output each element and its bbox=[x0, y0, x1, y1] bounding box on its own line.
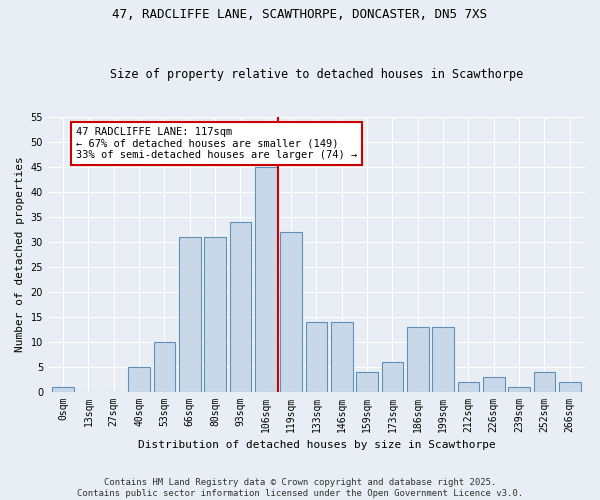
Bar bbox=[280, 232, 302, 392]
X-axis label: Distribution of detached houses by size in Scawthorpe: Distribution of detached houses by size … bbox=[137, 440, 496, 450]
Bar bbox=[407, 326, 428, 392]
Bar bbox=[205, 236, 226, 392]
Bar bbox=[179, 236, 200, 392]
Bar bbox=[433, 326, 454, 392]
Bar bbox=[255, 167, 277, 392]
Bar bbox=[331, 322, 353, 392]
Text: 47 RADCLIFFE LANE: 117sqm
← 67% of detached houses are smaller (149)
33% of semi: 47 RADCLIFFE LANE: 117sqm ← 67% of detac… bbox=[76, 127, 357, 160]
Bar bbox=[559, 382, 581, 392]
Bar bbox=[458, 382, 479, 392]
Bar bbox=[508, 386, 530, 392]
Bar bbox=[154, 342, 175, 392]
Bar bbox=[230, 222, 251, 392]
Bar bbox=[533, 372, 555, 392]
Bar bbox=[128, 366, 150, 392]
Bar bbox=[356, 372, 378, 392]
Y-axis label: Number of detached properties: Number of detached properties bbox=[15, 156, 25, 352]
Bar bbox=[305, 322, 327, 392]
Text: 47, RADCLIFFE LANE, SCAWTHORPE, DONCASTER, DN5 7XS: 47, RADCLIFFE LANE, SCAWTHORPE, DONCASTE… bbox=[113, 8, 487, 20]
Bar bbox=[382, 362, 403, 392]
Bar bbox=[483, 376, 505, 392]
Text: Contains HM Land Registry data © Crown copyright and database right 2025.
Contai: Contains HM Land Registry data © Crown c… bbox=[77, 478, 523, 498]
Bar bbox=[52, 386, 74, 392]
Title: Size of property relative to detached houses in Scawthorpe: Size of property relative to detached ho… bbox=[110, 68, 523, 81]
